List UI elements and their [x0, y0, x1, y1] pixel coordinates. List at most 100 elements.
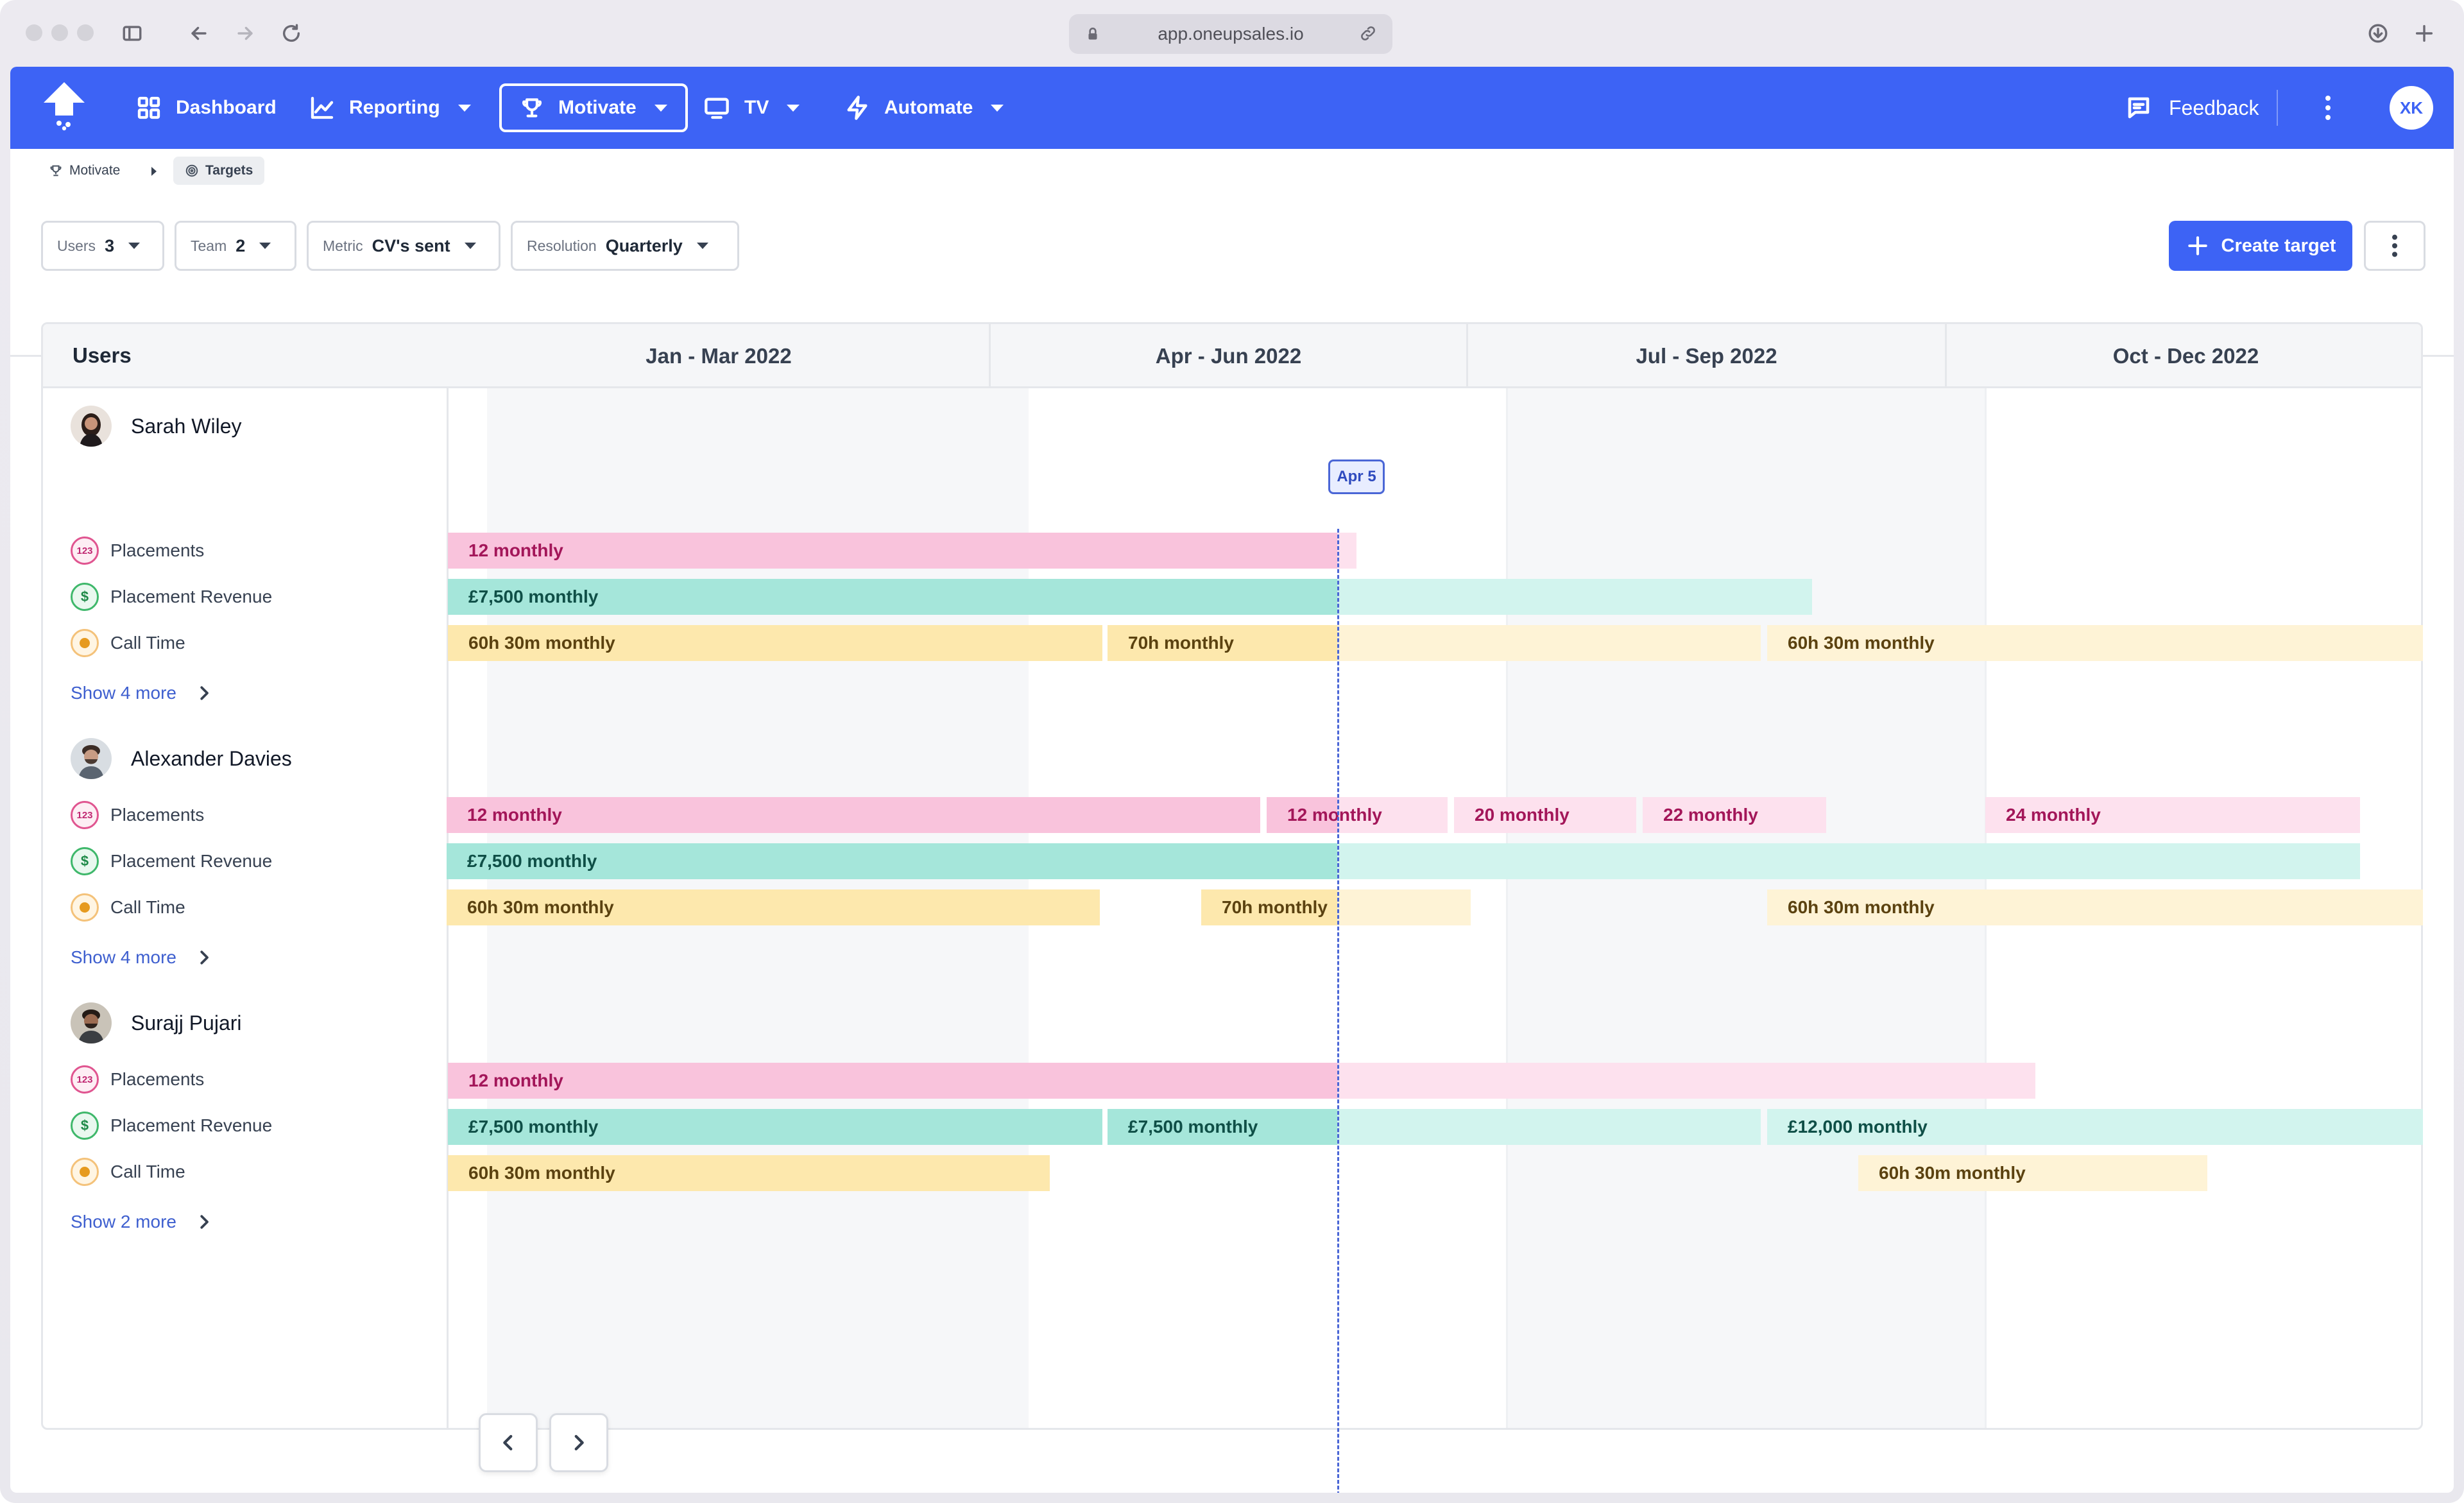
- breadcrumb-motivate[interactable]: Motivate: [49, 157, 120, 185]
- target-bar[interactable]: 60h 30m monthly: [448, 1155, 1050, 1191]
- metric-label: Call Time: [110, 897, 185, 917]
- resolution-filter[interactable]: Resolution Quarterly: [511, 221, 739, 271]
- feedback-button[interactable]: Feedback: [2125, 83, 2259, 132]
- nav-motivate-label: Motivate: [558, 97, 637, 118]
- user-row-sarah-wiley[interactable]: Sarah Wiley: [71, 406, 242, 447]
- link-icon[interactable]: [1359, 24, 1377, 42]
- target-bar[interactable]: 60h 30m monthly: [447, 889, 1100, 925]
- more-options-kebab[interactable]: [2325, 83, 2331, 132]
- user-name: Surajj Pujari: [131, 1011, 242, 1035]
- metric-row-placement-revenue[interactable]: $ Placement Revenue: [71, 581, 272, 612]
- target-bar[interactable]: £7,500 monthly: [448, 1109, 1102, 1145]
- address-bar[interactable]: app.oneupsales.io: [1069, 14, 1392, 54]
- app-logo[interactable]: [40, 81, 89, 131]
- target-bar[interactable]: £12,000 monthly: [1767, 1109, 2423, 1145]
- target-bar[interactable]: £7,500 monthly: [1108, 1109, 1761, 1145]
- metric-row-call-time[interactable]: Call Time: [71, 1156, 185, 1187]
- lightning-icon: [847, 96, 868, 120]
- avatar: [71, 738, 112, 779]
- message-square-icon: [2128, 97, 2150, 119]
- next-period-button[interactable]: [549, 1413, 608, 1472]
- users-filter[interactable]: Users 3: [41, 221, 164, 271]
- user-row-surajj-pujari[interactable]: Surajj Pujari: [71, 1002, 242, 1044]
- today-badge: Apr 5: [1328, 459, 1385, 494]
- target-bar[interactable]: 60h 30m monthly: [1858, 1155, 2207, 1191]
- new-tab-plus-icon[interactable]: [2409, 18, 2440, 49]
- forward-arrow-icon[interactable]: [230, 18, 261, 49]
- target-icon: [185, 164, 198, 177]
- target-bar[interactable]: £7,500 monthly: [447, 843, 2360, 879]
- metric-row-placement-revenue[interactable]: $ Placement Revenue: [71, 846, 272, 877]
- user-row-alexander-davies[interactable]: Alexander Davies: [71, 738, 292, 779]
- app-window: Dashboard Reporting Motivate TV Automate: [10, 67, 2454, 1493]
- metric-label: Placement Revenue: [110, 1115, 273, 1135]
- nav-reporting[interactable]: Reporting: [309, 83, 471, 132]
- zoom-window-dot[interactable]: [77, 24, 94, 41]
- target-bar[interactable]: 24 monthly: [1985, 797, 2360, 833]
- target-bar[interactable]: 22 monthly: [1643, 797, 1826, 833]
- avatar: [71, 406, 112, 447]
- nav-automate[interactable]: Automate: [844, 83, 1004, 132]
- chevron-down-icon: [464, 243, 476, 249]
- metric-filter-label: Metric: [323, 237, 363, 254]
- metric-row-placements[interactable]: 123 Placements: [71, 535, 204, 566]
- reload-icon[interactable]: [276, 18, 307, 49]
- show-more-link[interactable]: Show 4 more: [71, 942, 214, 973]
- target-bar[interactable]: £7,500 monthly: [448, 579, 1812, 615]
- target-bar[interactable]: 12 monthly: [447, 797, 1260, 833]
- target-bar[interactable]: 60h 30m monthly: [1767, 889, 2423, 925]
- target-bar[interactable]: 12 monthly: [448, 533, 1356, 569]
- target-bar[interactable]: 12 monthly: [1267, 797, 1448, 833]
- breadcrumb-current-label: Targets: [205, 163, 253, 178]
- breadcrumb-targets[interactable]: Targets: [173, 157, 265, 185]
- metric-row-placements[interactable]: 123 Placements: [71, 800, 204, 830]
- target-bar[interactable]: 12 monthly: [448, 1063, 2035, 1099]
- download-icon[interactable]: [2363, 18, 2393, 49]
- kebab-dot: [2325, 115, 2331, 120]
- minimize-window-dot[interactable]: [51, 24, 68, 41]
- team-filter[interactable]: Team 2: [175, 221, 296, 271]
- sidebar-toggle-icon[interactable]: [117, 18, 148, 49]
- metric-row-placements[interactable]: 123 Placements: [71, 1064, 204, 1095]
- quarter-header: Oct - Dec 2022: [1945, 324, 2421, 388]
- kebab-vertical-icon: [2392, 234, 2397, 257]
- trophy-icon: [522, 98, 542, 117]
- chevron-down-icon: [128, 243, 141, 249]
- target-bar[interactable]: 70h monthly: [1201, 889, 1471, 925]
- lock-icon: [1088, 28, 1097, 40]
- metric-filter[interactable]: Metric CV's sent: [307, 221, 501, 271]
- target-bar[interactable]: 60h 30m monthly: [448, 625, 1102, 661]
- back-arrow-icon[interactable]: [184, 18, 214, 49]
- top-navigation: Dashboard Reporting Motivate TV Automate: [10, 67, 2454, 149]
- quarter-header: Jan - Mar 2022: [646, 344, 792, 368]
- team-filter-label: Team: [191, 237, 227, 254]
- show-more-link[interactable]: Show 2 more: [71, 1207, 214, 1237]
- nav-tv[interactable]: TV: [703, 83, 800, 132]
- resolution-filter-label: Resolution: [527, 237, 597, 254]
- previous-period-button[interactable]: [479, 1413, 538, 1472]
- metric-label: Placement Revenue: [110, 851, 273, 871]
- feedback-label: Feedback: [2169, 96, 2259, 119]
- user-avatar[interactable]: XK: [2390, 86, 2433, 130]
- clock-icon: [71, 1158, 99, 1186]
- toolbar-more-button[interactable]: [2364, 221, 2426, 271]
- show-more-label: Show 4 more: [71, 683, 176, 703]
- users-column-header: Users: [43, 324, 449, 388]
- chevron-down-icon: [696, 243, 708, 249]
- create-target-button[interactable]: Create target: [2169, 221, 2352, 271]
- nav-dashboard[interactable]: Dashboard: [136, 83, 277, 132]
- target-bar[interactable]: 60h 30m monthly: [1767, 625, 2423, 661]
- target-bar[interactable]: 70h monthly: [1108, 625, 1761, 661]
- metric-row-call-time[interactable]: Call Time: [71, 628, 185, 658]
- target-bar[interactable]: 20 monthly: [1454, 797, 1636, 833]
- metric-row-call-time[interactable]: Call Time: [71, 892, 185, 923]
- placements-123-icon: 123: [71, 1065, 99, 1094]
- metric-row-placement-revenue[interactable]: $ Placement Revenue: [71, 1110, 272, 1141]
- url-text: app.oneupsales.io: [1158, 24, 1304, 44]
- close-window-dot[interactable]: [26, 24, 42, 41]
- metric-label: Placements: [110, 805, 205, 825]
- quarter-header-row: Jan - Mar 2022 Apr - Jun 2022 Jul - Sep …: [449, 324, 2421, 388]
- dollar-icon: $: [71, 1112, 99, 1140]
- nav-motivate[interactable]: Motivate: [499, 83, 688, 132]
- show-more-link[interactable]: Show 4 more: [71, 678, 214, 709]
